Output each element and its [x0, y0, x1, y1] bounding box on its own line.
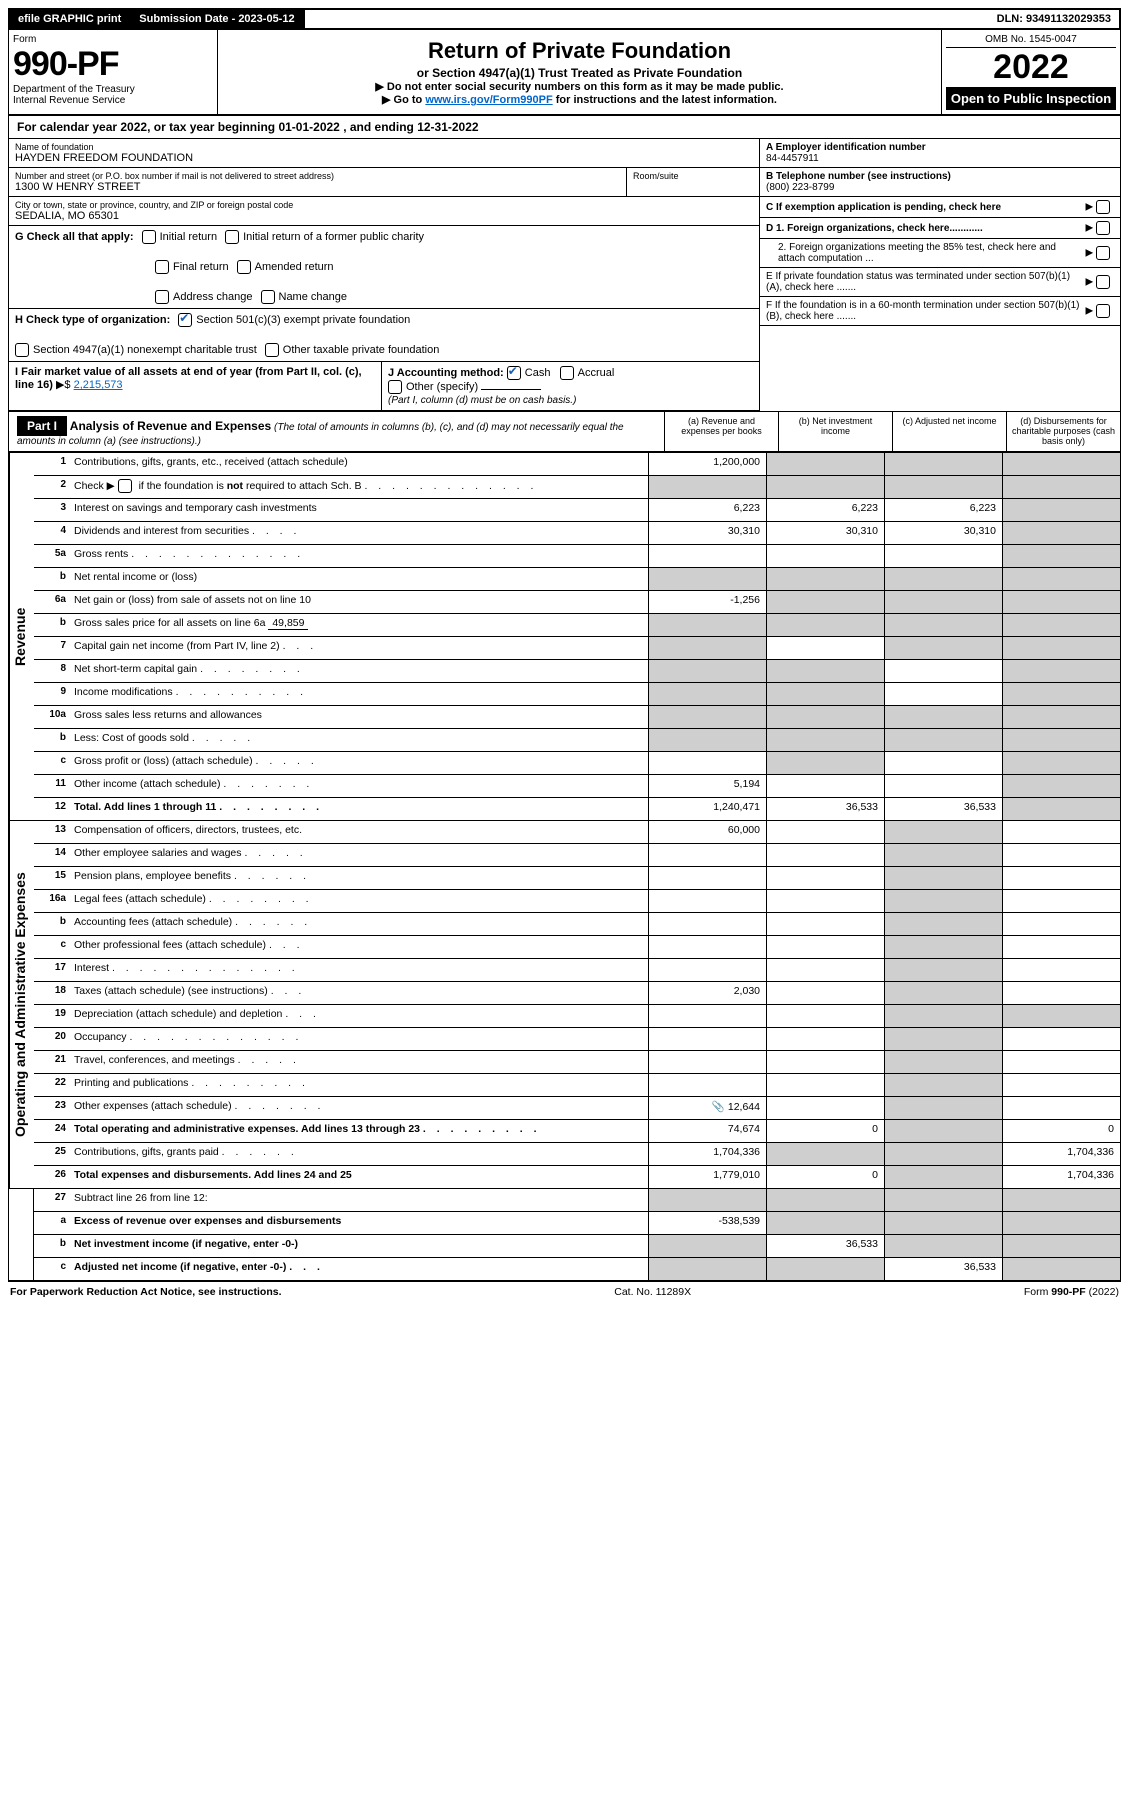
b-label: B Telephone number (see instructions) — [766, 171, 1114, 182]
city-state-zip: SEDALIA, MO 65301 — [15, 210, 753, 222]
chk-address-change[interactable] — [155, 290, 169, 304]
h-row: H Check type of organization: Section 50… — [9, 309, 759, 362]
entity-info: Name of foundation HAYDEN FREEDOM FOUNDA… — [8, 139, 1121, 411]
footer-catno: Cat. No. 11289X — [614, 1286, 691, 1298]
irs-link[interactable]: www.irs.gov/Form990PF — [425, 94, 552, 106]
footer-left: For Paperwork Reduction Act Notice, see … — [10, 1286, 282, 1298]
chk-accrual[interactable] — [560, 366, 574, 380]
room-label: Room/suite — [633, 171, 753, 181]
form-number: 990-PF — [13, 45, 213, 84]
phone: (800) 223-8799 — [766, 182, 1114, 193]
page-footer: For Paperwork Reduction Act Notice, see … — [8, 1281, 1121, 1302]
form-title: Return of Private Foundation — [224, 38, 935, 64]
city-label: City or town, state or province, country… — [15, 200, 753, 210]
a-label: A Employer identification number — [766, 142, 1114, 153]
top-bar: efile GRAPHIC print Submission Date - 20… — [8, 8, 1121, 30]
open-public: Open to Public Inspection — [946, 87, 1116, 110]
chk-final-return[interactable] — [155, 260, 169, 274]
year-end: 12-31-2022 — [417, 120, 478, 134]
chk-c[interactable] — [1096, 200, 1110, 214]
col-c-header: (c) Adjusted net income — [892, 412, 1006, 451]
header-left: Form 990-PF Department of the Treasury I… — [9, 30, 218, 114]
form-subtitle: or Section 4947(a)(1) Trust Treated as P… — [224, 66, 935, 80]
chk-initial-public[interactable] — [225, 230, 239, 244]
part1-title: Analysis of Revenue and Expenses — [70, 419, 271, 433]
dln: DLN: 93491132029353 — [989, 10, 1119, 28]
i-value[interactable]: 2,215,573 — [74, 379, 123, 391]
note-link: ▶ Go to www.irs.gov/Form990PF for instru… — [224, 93, 935, 106]
d2-label: 2. Foreign organizations meeting the 85%… — [766, 242, 1086, 264]
chk-f[interactable] — [1096, 304, 1110, 318]
other-specify-input[interactable] — [481, 389, 541, 390]
name-label: Name of foundation — [15, 142, 753, 152]
efile-label: efile GRAPHIC print — [10, 10, 131, 28]
f-label: F If the foundation is in a 60-month ter… — [766, 300, 1086, 322]
revenue-vlabel: Revenue — [9, 453, 34, 820]
clip-icon[interactable] — [712, 1101, 725, 1113]
header-center: Return of Private Foundation or Section … — [218, 30, 941, 114]
c-label: C If exemption application is pending, c… — [766, 202, 1001, 213]
chk-501c3[interactable] — [178, 313, 192, 327]
j-note: (Part I, column (d) must be on cash basi… — [388, 395, 576, 406]
chk-name-change[interactable] — [261, 290, 275, 304]
chk-d1[interactable] — [1096, 221, 1110, 235]
footer-formref: Form 990-PF (2022) — [1024, 1286, 1119, 1298]
g-label: G Check all that apply: — [15, 231, 134, 243]
chk-4947a1[interactable] — [15, 343, 29, 357]
col-a-header: (a) Revenue and expenses per books — [664, 412, 778, 451]
chk-amended[interactable] — [237, 260, 251, 274]
line27-table: 27Subtract line 26 from line 12: aExcess… — [8, 1189, 1121, 1281]
expenses-table: Operating and Administrative Expenses 13… — [8, 821, 1121, 1189]
year-begin: 01-01-2022 — [278, 120, 339, 134]
d1-label: D 1. Foreign organizations, check here..… — [766, 223, 1086, 234]
chk-e[interactable] — [1096, 275, 1110, 289]
expenses-vlabel: Operating and Administrative Expenses — [9, 821, 34, 1188]
foundation-name: HAYDEN FREEDOM FOUNDATION — [15, 152, 753, 164]
note-ssn: ▶ Do not enter social security numbers o… — [224, 80, 935, 93]
chk-d2[interactable] — [1096, 246, 1110, 260]
chk-schb[interactable] — [118, 479, 132, 493]
j-label: J Accounting method: — [388, 367, 504, 379]
chk-cash[interactable] — [507, 366, 521, 380]
tax-year: 2022 — [946, 48, 1116, 87]
irs-label: Internal Revenue Service — [13, 95, 213, 106]
header-right: OMB No. 1545-0047 2022 Open to Public In… — [941, 30, 1120, 114]
h-label: H Check type of organization: — [15, 314, 170, 326]
revenue-table: Revenue 1Contributions, gifts, grants, e… — [8, 453, 1121, 821]
part1-label: Part I — [17, 416, 67, 436]
i-label: I Fair market value of all assets at end… — [15, 366, 362, 391]
street-address: 1300 W HENRY STREET — [15, 181, 620, 193]
submission-date: Submission Date - 2023-05-12 — [131, 10, 304, 28]
g-row: G Check all that apply: Initial return I… — [9, 226, 759, 309]
e-label: E If private foundation status was termi… — [766, 271, 1086, 293]
ein: 84-4457911 — [766, 153, 1114, 164]
gross-sales-6a: 49,859 — [268, 617, 308, 630]
form-label: Form — [13, 34, 213, 45]
ij-row: I Fair market value of all assets at end… — [9, 362, 759, 411]
form-header: Form 990-PF Department of the Treasury I… — [8, 30, 1121, 116]
part1-header: Part I Analysis of Revenue and Expenses … — [8, 411, 1121, 453]
calendar-year-row: For calendar year 2022, or tax year begi… — [8, 116, 1121, 139]
col-b-header: (b) Net investment income — [778, 412, 892, 451]
dept-treasury: Department of the Treasury — [13, 84, 213, 95]
addr-label: Number and street (or P.O. box number if… — [15, 171, 620, 181]
chk-other-method[interactable] — [388, 380, 402, 394]
col-d-header: (d) Disbursements for charitable purpose… — [1006, 412, 1120, 451]
chk-other-taxable[interactable] — [265, 343, 279, 357]
omb-number: OMB No. 1545-0047 — [946, 34, 1116, 48]
chk-initial-return[interactable] — [142, 230, 156, 244]
